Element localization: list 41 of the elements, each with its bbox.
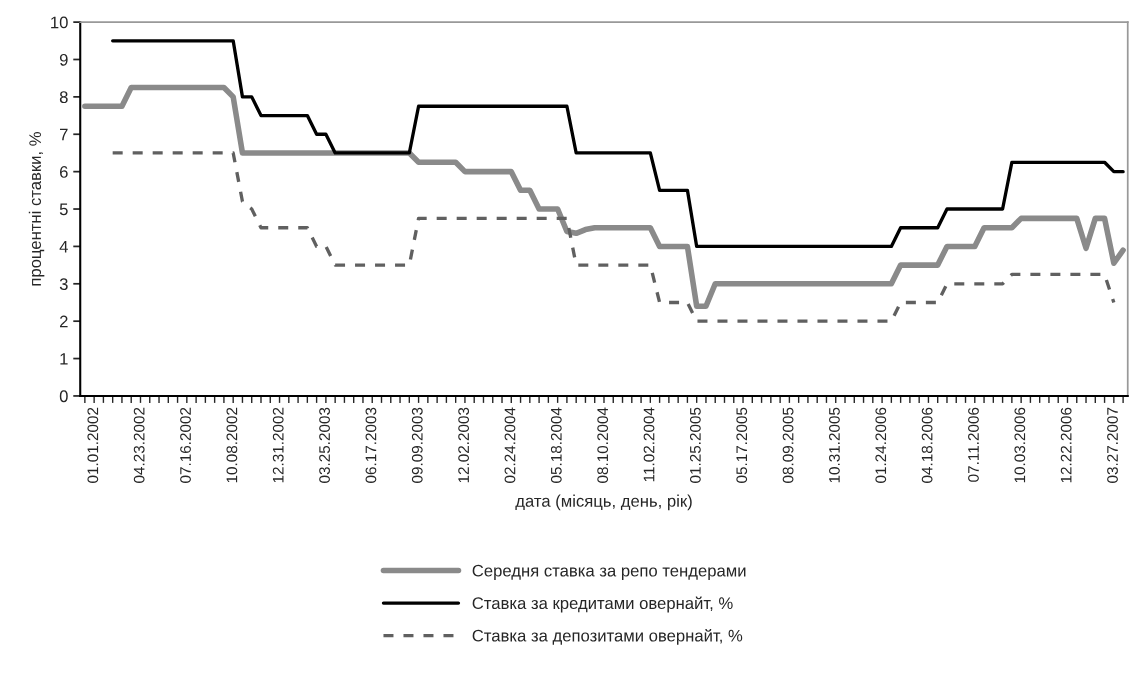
x-tick-label: 08.09.2005 bbox=[782, 407, 794, 483]
x-tick-label: 10.03.2006 bbox=[1014, 407, 1026, 483]
x-tick-label: 05.17.2005 bbox=[736, 407, 748, 483]
line-series bbox=[111, 151, 1116, 323]
y-tick-label: 1 bbox=[60, 353, 68, 365]
x-tick-label: 12.22.2006 bbox=[1060, 407, 1072, 483]
x-tick-label: 12.31.2002 bbox=[272, 407, 284, 483]
x-tick-label: 06.17.2003 bbox=[365, 407, 377, 483]
y-tick-label: 0 bbox=[59, 390, 68, 403]
x-tick-label: 04.18.2006 bbox=[921, 407, 933, 483]
y-axis-title: процентні ставки, % bbox=[28, 132, 45, 286]
x-tick-label: 01.24.2006 bbox=[875, 407, 887, 483]
legend-label: Ставка за кредитами овернайт, % bbox=[472, 596, 733, 613]
x-tick-label: 03.27.2007 bbox=[1107, 407, 1118, 483]
y-tick-label: 3 bbox=[59, 278, 68, 290]
y-tick-label: 5 bbox=[59, 203, 68, 216]
x-tick-label: 05.18.2004 bbox=[550, 407, 562, 483]
legend-label: Середня ставка за репо тендерами bbox=[472, 564, 746, 580]
x-tick-label: 02.24.2004 bbox=[504, 407, 516, 483]
x-axis-title: дата (місяць, день, рік) bbox=[515, 494, 692, 511]
y-tick-label: 10 bbox=[51, 16, 68, 29]
x-tick-label: 10.31.2005 bbox=[829, 407, 840, 483]
x-tick-label: 09.09.2003 bbox=[411, 407, 423, 483]
y-tick-label: 8 bbox=[59, 91, 68, 104]
x-tick-label: 01.01.2002 bbox=[87, 407, 99, 483]
x-tick-label: 12.02.2003 bbox=[458, 407, 470, 483]
x-tick-label: 07.11.2006 bbox=[968, 407, 979, 482]
legend-label: Ставка за депозитами овернайт, % bbox=[472, 629, 743, 645]
x-tick-label: 04.23.2002 bbox=[133, 407, 145, 483]
y-tick-label: 9 bbox=[59, 53, 68, 66]
x-tick-label: 01.25.2005 bbox=[689, 407, 701, 483]
y-tick-label: 6 bbox=[60, 166, 68, 178]
line-series bbox=[111, 39, 1125, 249]
x-tick-label: 07.16.2002 bbox=[180, 407, 191, 483]
x-tick-label: 03.25.2003 bbox=[319, 407, 330, 483]
y-tick-label: 2 bbox=[59, 315, 68, 328]
y-tick-label: 4 bbox=[59, 240, 68, 253]
x-tick-label: 10.08.2002 bbox=[226, 407, 238, 483]
x-tick-label: 08.10.2004 bbox=[597, 407, 609, 483]
y-tick-label: 7 bbox=[60, 128, 68, 141]
x-tick-label: 11.02.2004 bbox=[643, 407, 655, 482]
